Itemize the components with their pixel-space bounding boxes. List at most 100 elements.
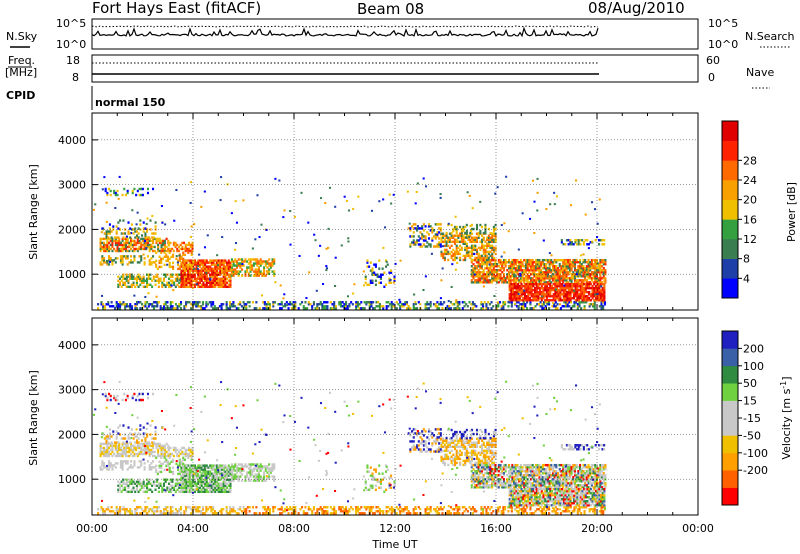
power-cell <box>517 284 520 288</box>
power-cell <box>502 267 505 270</box>
power-cell <box>455 238 458 242</box>
power-cell <box>448 246 451 250</box>
velocity-cell <box>143 450 146 454</box>
power-cell <box>368 305 371 308</box>
power-cell <box>184 249 187 253</box>
power-cell <box>157 301 161 304</box>
velocity-cell <box>157 484 160 487</box>
power-cell <box>494 269 497 272</box>
velocity-cell <box>160 444 163 448</box>
power-cell <box>576 288 579 292</box>
velocity-cell <box>133 444 136 448</box>
velocity-cell <box>161 490 164 494</box>
power-cell <box>489 254 492 258</box>
power-cell <box>191 245 194 249</box>
power-cell <box>148 243 151 247</box>
power-cell <box>453 252 457 256</box>
power-cell <box>555 295 559 298</box>
power-cell <box>167 241 170 245</box>
power-cell <box>200 277 203 280</box>
power-cell <box>341 305 344 308</box>
power-cell <box>138 241 141 245</box>
power-cell <box>570 265 573 268</box>
power-cell <box>360 307 363 310</box>
power-cell <box>464 242 467 246</box>
velocity-cell <box>339 506 343 509</box>
power-cell <box>529 277 533 280</box>
power-cell <box>538 267 541 270</box>
power-cell <box>520 307 524 310</box>
power-cell <box>198 275 202 278</box>
power-cell <box>215 259 218 262</box>
power-cell <box>158 259 161 263</box>
velocity-cell <box>190 466 193 469</box>
power-cell <box>173 307 176 310</box>
velocity-cell <box>150 450 153 454</box>
power-cell <box>496 186 499 189</box>
velocity-cell <box>138 446 141 450</box>
power-cell <box>185 265 188 269</box>
power-cell <box>207 261 210 264</box>
velocity-cell <box>163 508 166 511</box>
power-cell <box>215 269 218 272</box>
velocity-cell <box>177 450 180 454</box>
velocity-cell <box>116 454 119 458</box>
velocity-cell <box>142 426 145 429</box>
power-cell <box>234 264 237 267</box>
power-cell <box>565 271 568 274</box>
velocity-cell <box>583 506 586 509</box>
power-cell <box>273 260 276 263</box>
velocity-cell <box>208 506 211 509</box>
nave-tick-top: 60 <box>706 54 720 67</box>
power-cell <box>538 269 541 272</box>
power-cell <box>484 260 487 264</box>
power-cell <box>207 279 210 282</box>
power-cell <box>137 275 140 278</box>
power-cell <box>588 303 591 306</box>
power-cell <box>230 274 233 277</box>
power-cell <box>494 260 497 264</box>
power-cell <box>290 303 293 306</box>
velocity-cell <box>160 450 163 454</box>
power-cell <box>537 299 540 302</box>
power-cell <box>400 303 403 306</box>
power-cell <box>366 265 369 268</box>
power-cell <box>446 305 449 308</box>
velocity-cell <box>143 446 146 450</box>
power-cell <box>232 262 235 265</box>
power-cell <box>447 236 450 239</box>
power-cell <box>181 247 184 251</box>
power-cell <box>136 189 139 193</box>
power-cell <box>155 265 158 269</box>
power-cell <box>544 301 547 304</box>
power-cell <box>111 243 114 247</box>
velocity-cell <box>168 490 171 494</box>
velocity-cell <box>117 510 120 513</box>
power-cell <box>316 303 319 306</box>
power-cell <box>222 285 225 289</box>
power-cell <box>220 307 223 310</box>
power-cell <box>289 303 292 306</box>
power-cell <box>475 223 479 227</box>
power-cell <box>193 285 196 289</box>
power-cell <box>140 255 143 258</box>
velocity-cell <box>140 464 143 467</box>
power-cell <box>412 241 415 244</box>
power-cell <box>587 269 590 272</box>
power-cell <box>152 249 155 253</box>
power-cell <box>447 238 450 242</box>
power-cell <box>212 263 215 266</box>
velocity-cell <box>121 468 124 471</box>
velocity-cell <box>377 506 380 509</box>
power-cell <box>523 282 526 286</box>
power-cell <box>555 286 559 290</box>
power-cell <box>565 265 568 268</box>
power-cell <box>162 277 166 280</box>
power-cell <box>557 277 560 280</box>
power-cell <box>545 265 548 268</box>
power-cell <box>101 227 104 230</box>
power-cell <box>99 247 102 251</box>
power-cell <box>510 297 513 300</box>
velocity-cell <box>122 506 125 509</box>
power-cell <box>587 265 590 268</box>
